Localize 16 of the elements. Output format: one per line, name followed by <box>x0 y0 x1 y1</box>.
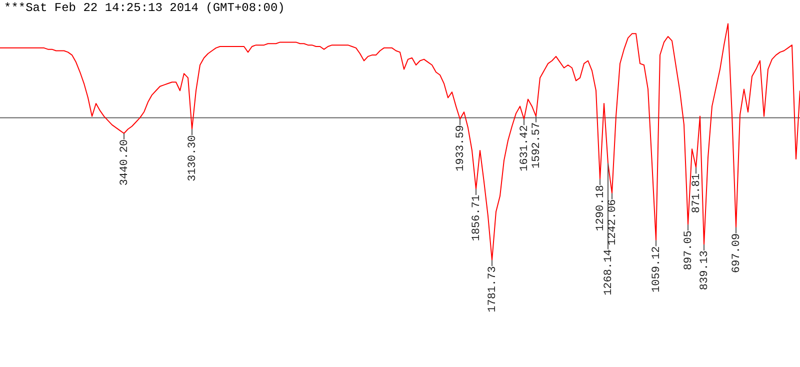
x-tick-label: 1592.57 <box>531 122 543 169</box>
x-tick-label: 3130.30 <box>187 135 199 182</box>
x-tick-label: 871.81 <box>691 173 703 214</box>
chart-title: ***Sat Feb 22 14:25:13 2014 (GMT+08:00) <box>4 1 285 15</box>
x-tick-label: 697.09 <box>731 233 743 274</box>
x-tick-label: 1268.14 <box>603 248 615 296</box>
x-tick-label: 1781.73 <box>487 266 499 312</box>
x-tick-label: 1933.59 <box>455 125 467 172</box>
x-tick-label: 1631.42 <box>519 125 531 172</box>
x-tick-label: 1856.71 <box>471 194 483 242</box>
x-tick-label: 3440.20 <box>119 139 131 186</box>
x-tick-label: 897.05 <box>683 230 695 270</box>
x-tick-label: 1290.18 <box>595 184 607 232</box>
x-tick-label: 1059.12 <box>651 246 663 292</box>
x-tick-label: 839.13 <box>699 250 711 290</box>
x-tick-label: 1242.06 <box>607 199 619 246</box>
